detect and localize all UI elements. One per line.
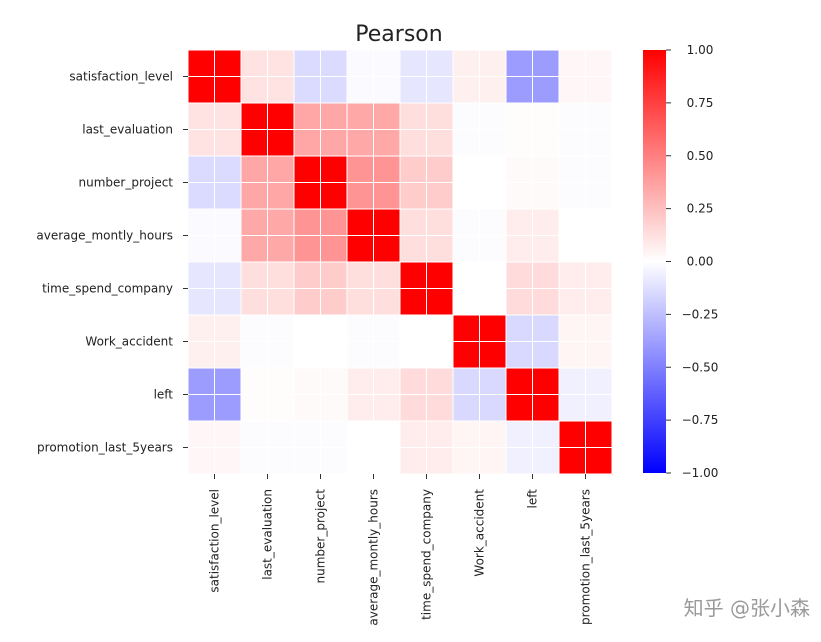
chart-title: Pearson xyxy=(355,22,442,47)
colorbar-tick-label: 0.75 xyxy=(687,96,714,110)
row-label: number_project xyxy=(79,176,174,190)
row-labels: satisfaction_level last_evaluation number_… xyxy=(36,70,188,455)
column-label: number_project xyxy=(314,489,328,584)
column-label: satisfaction_level xyxy=(208,489,222,593)
row-label: last_evaluation xyxy=(82,123,173,137)
column-labels: satisfaction_level last_evaluation number_… xyxy=(208,474,593,626)
column-label: last_evaluation xyxy=(261,489,275,580)
colorbar-ticks: 1.00 0.75 0.50 0.25 0.00 −0.25 −0.50 −0.75 −1.00 xyxy=(666,43,718,480)
colorbar-tick-label: −1.00 xyxy=(682,466,719,480)
colorbar-tick-label: 0.00 xyxy=(687,255,714,269)
row-label: satisfaction_level xyxy=(69,70,173,84)
colorbar xyxy=(643,50,666,473)
column-label: Work_accident xyxy=(473,489,487,577)
row-label: promotion_last_5years xyxy=(37,441,173,455)
colorbar-tick-label: −0.50 xyxy=(682,360,719,374)
column-label: average_montly_hours xyxy=(367,489,381,626)
row-label: average_montly_hours xyxy=(36,229,173,243)
row-label: left xyxy=(154,388,174,402)
watermark: 知乎 @张小森 xyxy=(684,596,810,620)
heatmap-gridlines xyxy=(187,49,613,475)
column-label: left xyxy=(526,489,540,509)
colorbar-tick-label: 1.00 xyxy=(687,43,714,57)
column-label: time_spend_company xyxy=(420,489,434,620)
colorbar-tick-label: 0.50 xyxy=(687,149,714,163)
row-label: time_spend_company xyxy=(42,282,173,296)
colorbar-tick-label: 0.25 xyxy=(687,202,714,216)
row-label: Work_accident xyxy=(85,335,173,349)
column-label: promotion_last_5years xyxy=(579,489,593,625)
colorbar-tick-label: −0.25 xyxy=(682,307,719,321)
colorbar-tick-label: −0.75 xyxy=(682,413,719,427)
